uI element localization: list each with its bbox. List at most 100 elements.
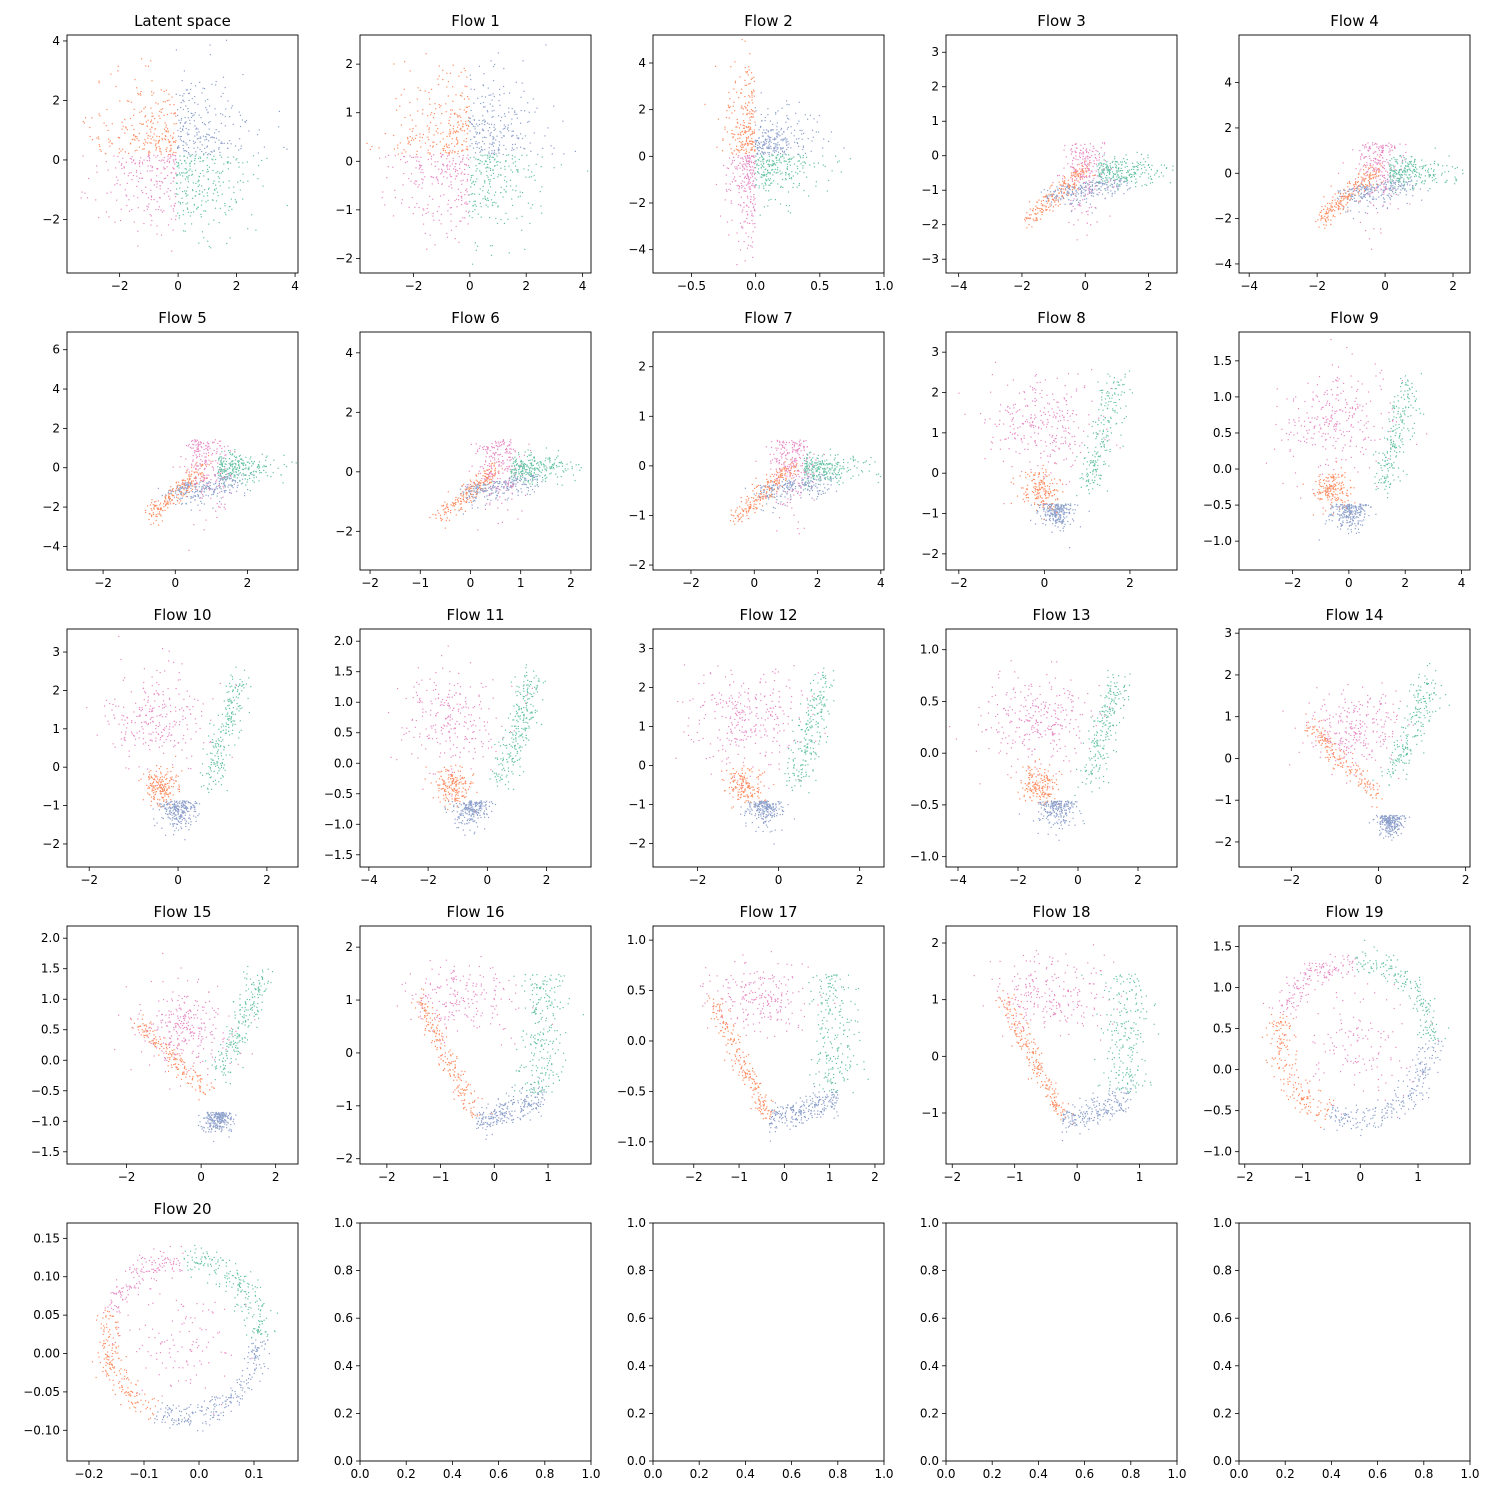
data-point-blue <box>1400 183 1403 185</box>
data-point-green <box>1424 169 1427 172</box>
data-point-blue <box>185 142 187 144</box>
data-point-blue <box>502 128 504 130</box>
data-point-blue <box>200 500 202 502</box>
data-point-orange <box>409 136 411 138</box>
data-point-blue <box>508 130 510 132</box>
data-point-pink <box>211 454 213 456</box>
data-point-green <box>239 180 241 182</box>
data-point-blue <box>215 114 217 116</box>
data-point-blue <box>219 151 221 153</box>
data-point-orange <box>369 148 371 150</box>
data-point-pink <box>185 445 187 447</box>
data-point-blue <box>492 137 494 139</box>
data-point-orange <box>1025 216 1027 218</box>
data-point-blue <box>807 118 809 120</box>
data-point-orange <box>148 518 150 521</box>
data-point-green <box>1428 174 1430 176</box>
data-point-pink <box>1081 162 1083 164</box>
data-point-pink <box>195 463 197 465</box>
data-point-orange <box>1058 192 1060 195</box>
data-point-green <box>761 176 763 178</box>
data-point-blue <box>755 143 757 145</box>
data-point-pink <box>749 191 751 193</box>
data-point-pink <box>131 156 133 158</box>
data-point-green <box>206 164 208 167</box>
data-point-blue <box>169 489 171 491</box>
data-point-pink <box>147 155 149 157</box>
data-point-orange <box>752 89 755 91</box>
data-point-orange <box>165 148 167 150</box>
data-point-green <box>769 184 771 186</box>
data-point-pink <box>125 194 127 196</box>
data-point-orange <box>466 76 468 78</box>
data-point-orange <box>748 66 750 68</box>
data-point-orange <box>435 124 437 127</box>
data-point-green <box>181 197 183 199</box>
data-point-pink <box>466 157 468 159</box>
data-point-blue <box>511 149 513 151</box>
data-point-pink <box>750 198 752 200</box>
data-point-green <box>482 198 484 200</box>
data-point-blue <box>1398 183 1400 186</box>
data-point-pink <box>448 199 450 201</box>
data-point-green <box>785 172 787 174</box>
data-point-green <box>474 203 476 205</box>
data-point-orange <box>1337 192 1339 194</box>
data-point-pink <box>174 193 176 195</box>
data-point-green <box>774 199 776 201</box>
data-point-green <box>198 184 200 186</box>
data-point-orange <box>133 114 135 116</box>
data-point-orange <box>169 501 171 503</box>
data-point-green <box>497 161 499 163</box>
data-point-pink <box>1388 142 1390 144</box>
data-point-green <box>772 174 774 176</box>
data-point-pink <box>1086 170 1088 172</box>
data-point-pink <box>734 180 736 182</box>
data-point-orange <box>159 117 161 119</box>
data-point-orange <box>737 149 739 151</box>
data-point-green <box>761 159 764 161</box>
data-point-pink <box>1372 170 1374 172</box>
data-point-blue <box>180 497 182 500</box>
data-point-green <box>237 461 240 463</box>
data-point-pink <box>173 177 175 179</box>
data-point-pink <box>170 218 172 220</box>
data-point-pink <box>1383 191 1385 193</box>
data-point-blue <box>499 104 501 106</box>
data-point-blue <box>514 110 516 112</box>
data-point-green <box>475 181 477 183</box>
data-point-green <box>198 193 200 195</box>
data-point-blue <box>198 137 200 139</box>
data-point-pink <box>204 460 206 462</box>
data-point-green <box>514 161 516 163</box>
data-point-blue <box>1088 188 1090 190</box>
data-point-pink <box>149 170 151 172</box>
data-point-orange <box>1059 203 1061 205</box>
data-point-blue <box>206 146 208 148</box>
data-point-green <box>789 160 791 163</box>
data-point-orange <box>125 127 127 129</box>
data-point-pink <box>132 174 135 177</box>
data-point-green <box>1144 161 1146 163</box>
x-tick-label: −4 <box>950 279 968 293</box>
data-point-green <box>503 222 506 224</box>
data-point-blue <box>201 480 203 483</box>
data-point-green <box>228 462 230 465</box>
data-point-blue <box>1359 200 1361 202</box>
data-point-pink <box>455 169 457 171</box>
data-point-orange <box>164 122 166 124</box>
data-point-pink <box>218 506 220 508</box>
data-point-green <box>472 174 474 176</box>
data-point-blue <box>483 143 485 145</box>
data-point-green <box>768 199 770 201</box>
data-point-blue <box>780 147 782 149</box>
data-point-pink <box>752 256 754 258</box>
data-point-blue <box>177 135 180 137</box>
data-point-green <box>1114 156 1116 158</box>
data-point-pink <box>1102 155 1104 157</box>
data-point-blue <box>503 85 505 88</box>
data-point-blue <box>474 152 477 154</box>
data-point-pink <box>742 185 744 187</box>
data-point-blue <box>1348 188 1350 190</box>
data-point-blue <box>775 150 777 152</box>
